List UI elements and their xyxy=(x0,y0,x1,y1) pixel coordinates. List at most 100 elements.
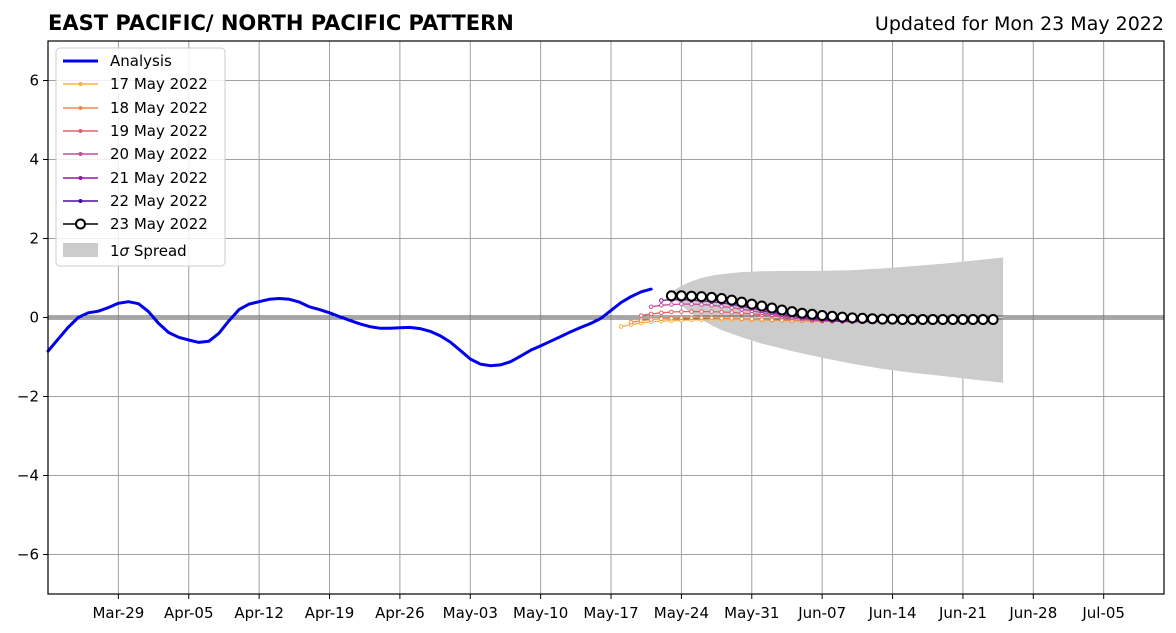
forecast-point-18-may xyxy=(659,316,664,322)
forecast-point-23-may xyxy=(696,291,707,303)
forecast-point-23-may xyxy=(836,311,848,323)
forecast-point-19-may xyxy=(679,309,684,314)
legend-swatch-spread xyxy=(63,243,98,257)
y-tick-label: −6 xyxy=(17,546,39,564)
forecast-point-18-may xyxy=(759,317,765,322)
x-tick-label: Apr-05 xyxy=(164,604,214,622)
forecast-point-20-may xyxy=(659,303,664,308)
legend-label-analysis: Analysis xyxy=(110,52,172,70)
x-tick-label: Jul-05 xyxy=(1081,604,1125,622)
y-tick-label: 4 xyxy=(29,151,39,169)
forecast-point-23-may xyxy=(726,294,738,306)
x-tick-label: Apr-12 xyxy=(234,604,284,622)
forecast-point-23-may xyxy=(846,312,858,324)
forecast-point-20-may xyxy=(699,302,704,307)
forecast-point-23-may xyxy=(796,307,808,319)
y-tick-label: 0 xyxy=(29,309,39,327)
forecast-point-23-may xyxy=(917,314,929,325)
x-tick-label: Apr-26 xyxy=(375,604,425,622)
legend: Analysis 17 May 2022 18 May 2022 19 May … xyxy=(55,47,226,267)
forecast-point-23-may xyxy=(716,293,728,304)
x-tick-label: Jun-07 xyxy=(797,604,846,622)
x-tick-label: May-10 xyxy=(513,604,568,622)
x-tick-label: May-03 xyxy=(443,604,498,622)
legend-label-21-may: 21 May 2022 xyxy=(110,169,208,187)
forecast-point-18-may xyxy=(739,316,745,322)
legend-marker-20-may xyxy=(78,152,83,156)
forecast-point-23-may xyxy=(675,290,687,302)
forecast-point-23-may xyxy=(947,314,959,325)
forecast-point-23-may xyxy=(665,290,677,302)
legend-label-17-may: 17 May 2022 xyxy=(110,75,208,93)
forecast-point-23-may xyxy=(977,314,989,325)
forecast-point-23-may xyxy=(746,298,758,310)
forecast-point-23-may xyxy=(987,314,999,325)
forecast-point-23-may xyxy=(967,314,979,325)
x-tick-label: Mar-29 xyxy=(92,604,144,622)
x-tick-label: Apr-19 xyxy=(305,604,355,622)
forecast-point-20-may xyxy=(679,301,684,307)
forecast-point-23-may xyxy=(786,306,798,318)
forecast-point-23-may xyxy=(806,308,818,320)
y-tick-label: 2 xyxy=(29,230,39,248)
forecast-point-20-may xyxy=(648,304,654,310)
legend-spread-suffix: Spread xyxy=(129,242,187,260)
legend-label-18-may: 18 May 2022 xyxy=(110,99,208,117)
forecast-point-18-may xyxy=(648,317,654,322)
legend-box xyxy=(55,47,226,267)
forecast-point-19-may xyxy=(648,311,654,317)
forecast-point-20-may xyxy=(709,303,714,308)
legend-marker-17-may xyxy=(78,82,83,86)
forecast-point-18-may xyxy=(709,315,714,321)
forecast-point-23-may xyxy=(706,291,718,303)
forecast-point-18-may xyxy=(669,316,674,321)
y-tick-label: 6 xyxy=(29,72,39,90)
y-tick-label: −4 xyxy=(17,467,39,485)
forecast-point-18-may xyxy=(628,319,634,325)
forecast-point-18-may xyxy=(729,316,735,321)
forecast-point-18-may xyxy=(689,315,694,321)
forecast-point-23-may xyxy=(866,313,878,325)
forecast-point-19-may xyxy=(709,309,714,314)
forecast-point-21-may xyxy=(659,298,664,303)
x-tick-label: Jun-21 xyxy=(938,604,987,622)
forecast-point-17-may xyxy=(618,324,624,329)
chart-title: EAST PACIFIC/ NORTH PACIFIC PATTERN xyxy=(48,11,514,35)
forecast-point-18-may xyxy=(699,315,704,321)
forecast-point-23-may xyxy=(816,310,828,321)
forecast-point-23-may xyxy=(937,314,949,325)
legend-label-22-may: 22 May 2022 xyxy=(110,192,208,210)
chart-subtitle: Updated for Mon 23 May 2022 xyxy=(875,13,1164,35)
analysis-line xyxy=(46,287,653,368)
forecast-point-23-may xyxy=(907,314,919,325)
forecast-point-23-may xyxy=(776,304,788,316)
legend-marker-22-may xyxy=(78,199,83,203)
forecast-point-23-may xyxy=(957,314,969,325)
forecast-point-19-may xyxy=(669,309,674,315)
forecast-point-18-may xyxy=(719,316,724,321)
plot-area xyxy=(46,40,1165,595)
legend-label-spread: 1σ Spread xyxy=(110,242,187,260)
forecast-point-23-may xyxy=(877,313,888,325)
x-tick-label: Jun-28 xyxy=(1008,604,1057,622)
y-tick-label: −2 xyxy=(17,388,39,406)
forecast-point-19-may xyxy=(739,310,745,316)
legend-marker-21-may xyxy=(78,176,83,180)
forecast-point-18-may xyxy=(638,318,644,324)
forecast-point-19-may xyxy=(699,309,704,314)
legend-marker-18-may xyxy=(78,106,83,110)
forecast-point-23-may xyxy=(686,290,697,302)
forecast-point-23-may xyxy=(756,300,768,312)
forecast-point-19-may xyxy=(719,309,724,315)
legend-label-20-may: 20 May 2022 xyxy=(110,145,208,163)
forecast-point-23-may xyxy=(927,314,939,325)
legend-label-19-may: 19 May 2022 xyxy=(110,122,208,140)
x-tick-label: May-17 xyxy=(583,604,638,622)
x-tick-label: May-31 xyxy=(724,604,779,622)
x-tick-label: May-24 xyxy=(654,604,709,622)
forecast-point-19-may xyxy=(659,310,664,316)
forecast-23-series xyxy=(665,290,999,325)
forecast-point-19-may xyxy=(638,313,644,318)
forecast-point-18-may xyxy=(749,316,755,322)
